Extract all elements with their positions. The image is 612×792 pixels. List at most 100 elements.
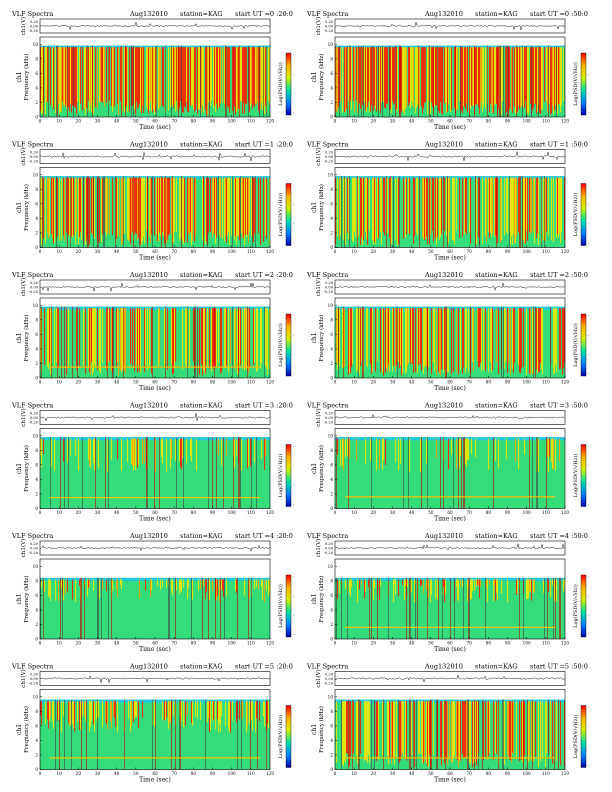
x-tick-label: 0 xyxy=(334,249,337,254)
panel-title: VLF Spectra xyxy=(11,10,53,18)
spectrogram-column xyxy=(453,701,455,759)
sferic-streak xyxy=(408,437,409,509)
channel-label: ch1 xyxy=(16,202,23,213)
spectrogram-column xyxy=(411,47,413,102)
spectrogram-column xyxy=(376,47,378,112)
spectrogram-column xyxy=(400,438,402,464)
spectrogram-column xyxy=(456,438,458,469)
spectrogram-column xyxy=(79,177,81,238)
spectrogram-column xyxy=(340,47,342,102)
colorbar-tick-label: - xyxy=(293,202,295,207)
spectrogram-column xyxy=(114,701,116,718)
y-tick-label: 6 xyxy=(35,462,38,467)
colorbar xyxy=(285,574,292,638)
trace-tick-label: -0.20 xyxy=(29,421,39,425)
x-tick-label: 110 xyxy=(247,641,255,646)
spectrogram-column xyxy=(483,308,485,371)
y-tick-label: 4 xyxy=(330,607,333,612)
spectrogram-column xyxy=(156,177,158,235)
x-tick-label: 80 xyxy=(486,771,492,776)
spectrogram-column xyxy=(205,47,207,111)
spectrogram-column xyxy=(150,579,152,597)
spectrogram-column xyxy=(445,579,447,594)
spectrogram-column xyxy=(530,177,532,233)
spectrogram-column xyxy=(95,47,97,108)
y-tick-label: 6 xyxy=(35,332,38,337)
colorbar-tick-label: - xyxy=(293,110,295,115)
sferic-streak xyxy=(165,45,166,117)
spectrogram-column xyxy=(537,47,539,112)
sferic-streak xyxy=(383,699,384,770)
spectrogram-column xyxy=(401,47,403,113)
sferic-streak xyxy=(208,437,209,509)
spectrogram-column xyxy=(511,47,513,111)
spectrogram-column xyxy=(360,177,362,245)
x-tick-label: 50 xyxy=(428,380,434,385)
sferic-streak xyxy=(168,577,169,639)
spectrogram-column xyxy=(452,701,454,763)
spectrogram-column xyxy=(516,177,518,237)
sferic-streak xyxy=(344,176,345,248)
x-tick-label: 0 xyxy=(39,249,42,254)
spectrogram-column xyxy=(369,701,371,764)
spectrogram-column xyxy=(356,438,358,461)
spectrogram-column xyxy=(542,47,544,109)
trace-waveform xyxy=(39,675,271,683)
sferic-streak xyxy=(71,699,72,770)
spectrogram-column xyxy=(402,47,404,111)
spectrogram-column xyxy=(481,308,483,372)
spectrogram-column xyxy=(114,47,116,107)
spectrogram-column xyxy=(65,579,67,595)
spectrogram-column xyxy=(91,47,93,112)
spectrogram-column xyxy=(392,701,394,759)
spectrogram-column xyxy=(118,308,120,376)
sferic-streak xyxy=(463,437,464,509)
spectrogram-column xyxy=(466,701,468,758)
spectrogram-column xyxy=(520,308,522,374)
constant-frequency-line xyxy=(345,496,555,498)
spectrogram-column xyxy=(139,47,141,104)
spectrogram-column xyxy=(142,701,144,718)
sferic-streak xyxy=(161,176,162,248)
sferic-streak xyxy=(509,176,510,248)
x-tick-label: 0 xyxy=(39,119,42,124)
spectrogram-column xyxy=(343,438,345,471)
x-tick-label: 30 xyxy=(95,249,101,254)
spectrogram-column xyxy=(160,579,162,590)
spectrogram-column xyxy=(498,438,500,469)
sferic-streak xyxy=(152,176,153,248)
spectrogram-column xyxy=(128,177,130,241)
colorbar xyxy=(580,444,587,507)
x-tick-label: 50 xyxy=(428,510,434,515)
x-tick-label: 40 xyxy=(409,119,415,124)
x-tick-label: 30 xyxy=(95,771,101,776)
spectrogram-column xyxy=(405,579,407,586)
spectrogram-column xyxy=(488,438,490,470)
spectrogram-column xyxy=(70,47,72,104)
colorbar-tick-label: - xyxy=(588,593,590,598)
spectrogram-column xyxy=(187,579,189,600)
spectrogram-column xyxy=(191,177,193,246)
spectrogram-column xyxy=(561,47,563,107)
spectrogram-column xyxy=(409,438,411,472)
spectrogram-column xyxy=(454,177,456,245)
sferic-streak xyxy=(440,437,441,509)
colorbar-tick-label: - xyxy=(588,183,590,188)
spectrogram-column xyxy=(51,177,53,235)
spectrogram-column xyxy=(193,308,195,362)
spectrogram-column xyxy=(425,308,427,366)
spectrogram-column xyxy=(190,177,192,232)
spectrogram-column xyxy=(367,701,369,764)
spectrogram-column xyxy=(93,47,95,114)
spectrogram-column xyxy=(496,701,498,754)
spectrogram-column xyxy=(563,47,565,102)
spectrogram-column xyxy=(235,579,237,591)
sferic-streak xyxy=(560,577,561,639)
sferic-streak xyxy=(72,306,73,378)
spectrogram-column xyxy=(213,177,215,234)
spectrogram-column xyxy=(399,701,401,763)
sferic-streak xyxy=(251,437,252,509)
spectrogram-column xyxy=(220,177,222,238)
spectrogram-column xyxy=(44,308,46,366)
spectrogram-column xyxy=(213,47,215,109)
